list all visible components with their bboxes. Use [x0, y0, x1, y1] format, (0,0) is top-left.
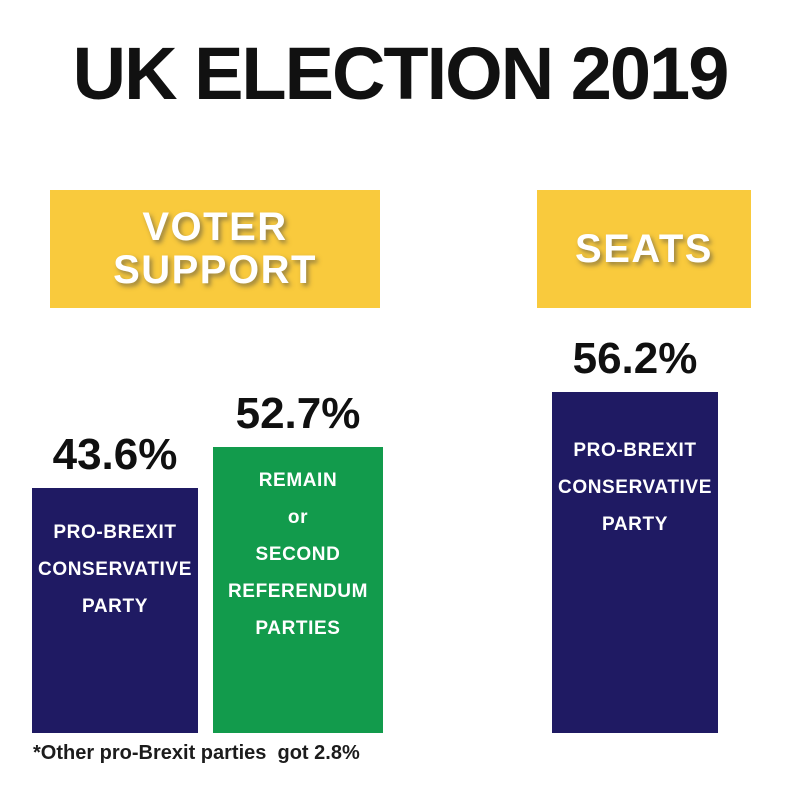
voter-support-header-line-1: VOTER	[142, 205, 288, 249]
bar-remain-support: REMAIN or SECOND REFERENDUM PARTIES	[213, 447, 383, 733]
bar-conservative-seats: PRO-BREXIT CONSERVATIVE PARTY	[552, 392, 718, 733]
bar-label-line: REFERENDUM	[227, 581, 369, 602]
bar-label-line: or	[287, 507, 309, 528]
voter-support-header-line-2: SUPPORT	[113, 248, 317, 292]
bar-label-line: SECOND	[255, 544, 341, 565]
value-label-remain-support: 52.7%	[235, 389, 361, 438]
value-label-conservative-seats: 56.2%	[572, 334, 698, 383]
footnote: *Other pro-Brexit parties got 2.8%	[33, 742, 360, 764]
bar-label-line: PARTY	[602, 514, 668, 535]
seats-header: SEATS	[537, 190, 751, 308]
value-label-conservative-support: 43.6%	[52, 430, 178, 479]
bar-label-line: PARTY	[82, 596, 148, 617]
seats-header-line-1: SEATS	[575, 226, 713, 271]
page-title: UK ELECTION 2019	[72, 32, 730, 115]
bar-label-line: CONSERVATIVE	[38, 559, 192, 580]
bar-label-line: REMAIN	[258, 470, 338, 491]
voter-support-header: VOTER SUPPORT	[50, 190, 380, 308]
bar-label-line: PARTIES	[255, 618, 341, 639]
bar-label-line: PRO-BREXIT	[573, 440, 697, 461]
bar-label-line: CONSERVATIVE	[558, 477, 712, 498]
bar-label-line: PRO-BREXIT	[53, 522, 177, 543]
bar-conservative-support: PRO-BREXIT CONSERVATIVE PARTY	[32, 488, 198, 733]
